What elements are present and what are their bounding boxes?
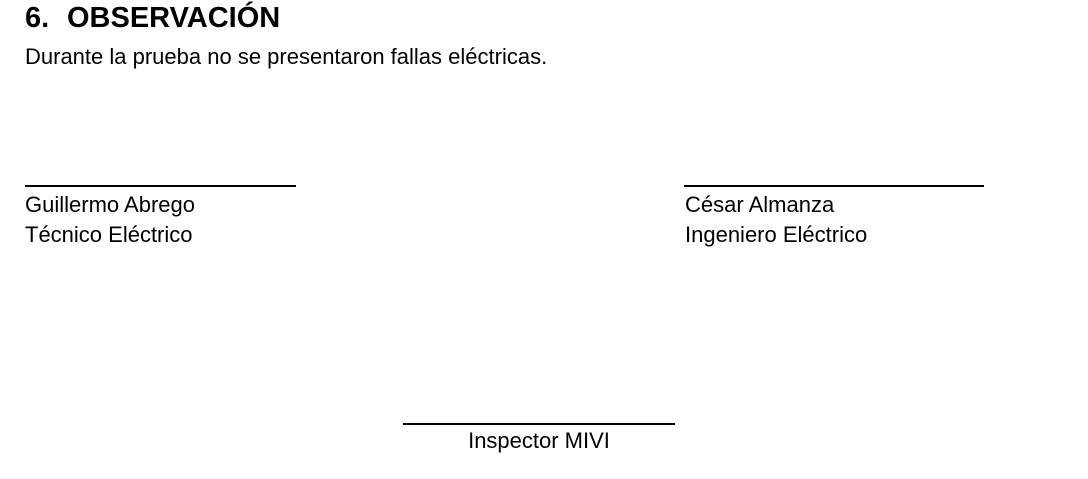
signer-name-left: Guillermo Abrego bbox=[25, 192, 195, 217]
signature-line-right bbox=[684, 185, 984, 187]
section-heading: 6. OBSERVACIÓN bbox=[25, 0, 280, 36]
signer-title-center: Inspector MIVI bbox=[468, 428, 610, 453]
section-number: 6. bbox=[25, 2, 50, 34]
observation-text: Durante la prueba no se presentaron fall… bbox=[25, 44, 548, 69]
section-title: OBSERVACIÓN bbox=[67, 2, 281, 34]
signer-title-left: Técnico Eléctrico bbox=[25, 222, 193, 247]
signer-title-right: Ingeniero Eléctrico bbox=[685, 222, 868, 247]
signer-name-right: César Almanza bbox=[685, 192, 835, 217]
signature-line-center bbox=[403, 423, 675, 425]
signature-line-left bbox=[25, 185, 296, 187]
